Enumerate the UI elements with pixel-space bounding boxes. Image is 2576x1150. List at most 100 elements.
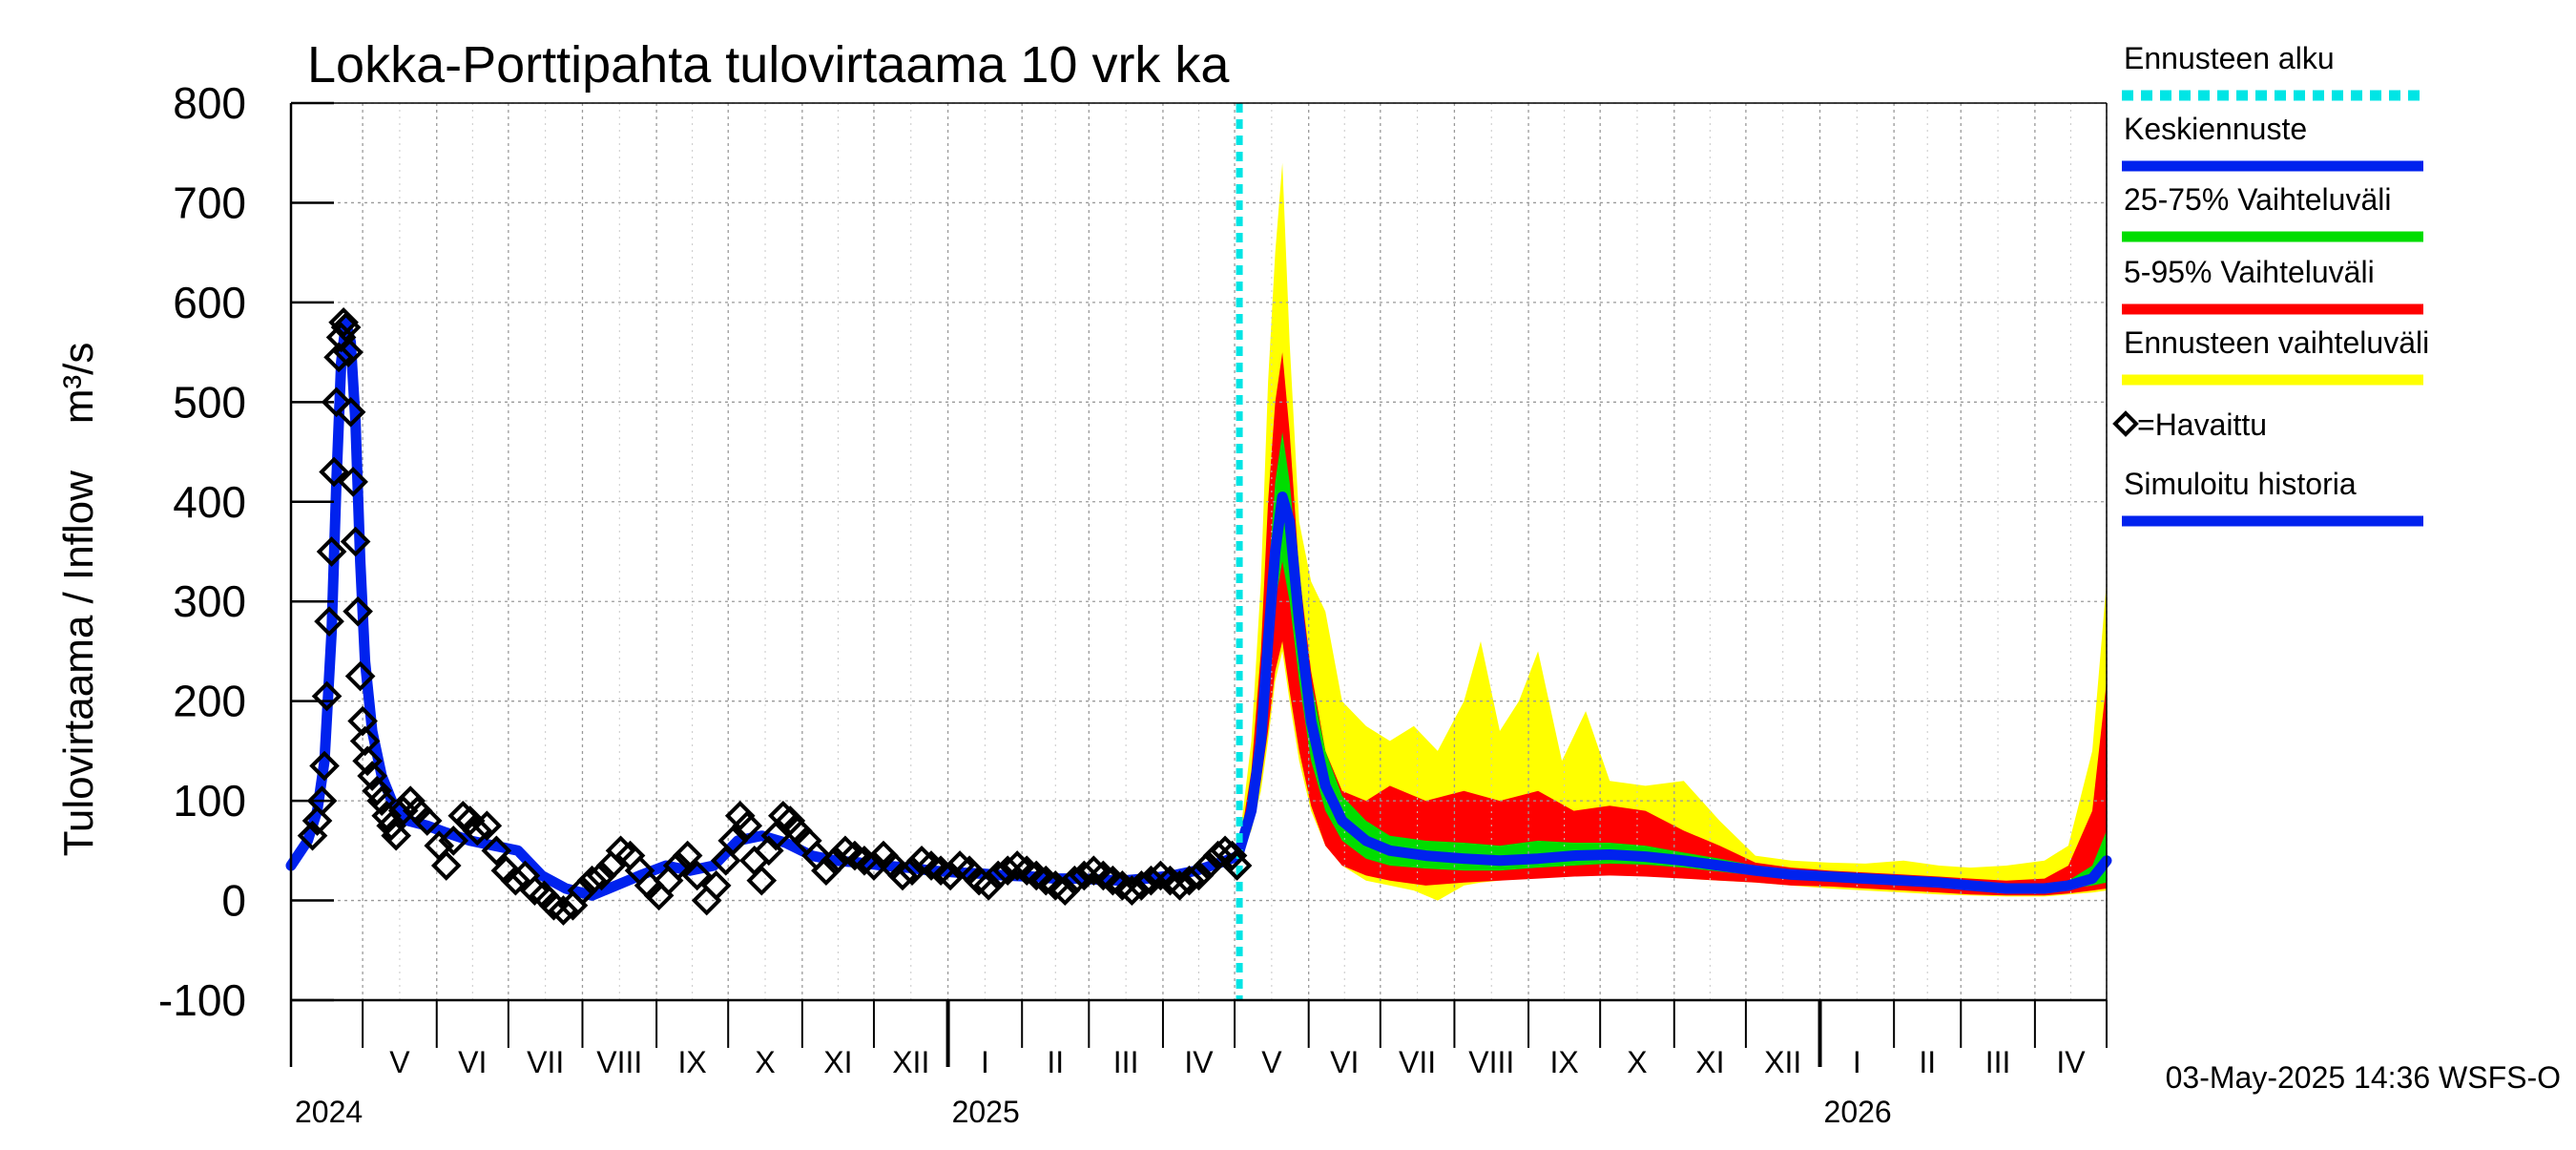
observed-point-63 — [710, 845, 741, 876]
x-month-label: I — [1853, 1045, 1861, 1079]
x-year-label: 2025 — [952, 1095, 1020, 1129]
observed-point-29 — [395, 785, 426, 816]
band-0 — [1239, 162, 2107, 901]
observed-point-62 — [700, 870, 732, 901]
legend-label: Ennusteen vaihteluväli — [2124, 325, 2429, 360]
observed-point-102 — [1059, 865, 1091, 896]
observed-point-59 — [672, 840, 703, 871]
observed-point-41 — [500, 865, 531, 896]
observed-point-31 — [411, 805, 443, 836]
observed-point-25 — [371, 800, 402, 831]
x-month-label: III — [1985, 1045, 2011, 1079]
observed-point-58 — [662, 850, 694, 881]
legend-label: 5-95% Vaihteluväli — [2124, 255, 2375, 289]
observed-point-64 — [717, 826, 749, 856]
observed-point-18 — [344, 660, 376, 692]
observed-point-2 — [306, 785, 338, 816]
series-line-1 — [1234, 491, 2112, 894]
observed-point-109 — [1126, 870, 1157, 901]
legend-label: Ennusteen alku — [2124, 41, 2335, 75]
y-tick-label: 300 — [173, 576, 246, 626]
observed-point-84 — [887, 860, 918, 891]
observed-point-76 — [811, 855, 841, 887]
observed-point-5 — [314, 606, 344, 637]
observed-point-94 — [983, 860, 1013, 891]
observed-point-36 — [454, 805, 486, 836]
observed-point-22 — [357, 761, 387, 791]
observed-point-21 — [352, 745, 383, 777]
x-month-label: XII — [1764, 1045, 1801, 1079]
observed-point-119 — [1216, 840, 1248, 871]
x-month-label: VI — [458, 1045, 487, 1079]
x-year-label: 2024 — [295, 1095, 363, 1129]
observed-point-16 — [340, 526, 371, 557]
observed-point-9 — [323, 342, 354, 373]
axes — [289, 101, 2108, 1067]
x-month-label: X — [1627, 1045, 1647, 1079]
observed-point-27 — [381, 820, 412, 851]
x-month-label: IV — [2056, 1045, 2086, 1079]
y-tick-label: 0 — [221, 876, 246, 926]
observed-point-1 — [301, 805, 333, 836]
observed-markers — [297, 306, 1253, 926]
y-tick-label: -100 — [158, 975, 246, 1025]
legend: Ennusteen alku Keskiennuste 25-75% Vaihtel… — [2112, 41, 2429, 527]
observed-point-46 — [548, 895, 579, 926]
y-tick-label: 200 — [173, 677, 246, 726]
observed-point-65 — [724, 800, 756, 831]
x-month-label: IV — [1184, 1045, 1214, 1079]
observed-point-4 — [311, 680, 343, 712]
legend-marker-observed — [2112, 410, 2139, 437]
legend-label: Keskiennuste — [2124, 112, 2307, 146]
observed-point-34 — [438, 826, 469, 856]
observed-point-14 — [335, 396, 366, 428]
observed-point-66 — [732, 810, 763, 842]
observed-point-37 — [462, 815, 493, 847]
observed-point-24 — [366, 785, 397, 816]
x-month-label: IX — [678, 1045, 707, 1079]
observed-point-6 — [316, 536, 347, 567]
x-month-label: XII — [892, 1045, 929, 1079]
x-month-label: V — [389, 1045, 410, 1079]
observed-point-60 — [681, 860, 713, 891]
observed-point-13 — [333, 337, 364, 367]
x-month-label: VI — [1330, 1045, 1359, 1079]
x-month-label: X — [755, 1045, 775, 1079]
observed-point-113 — [1164, 870, 1195, 901]
observed-point-50 — [586, 860, 617, 891]
legend-label: =Havaittu — [2137, 408, 2267, 442]
x-month-label: III — [1113, 1045, 1139, 1079]
x-month-label: II — [1919, 1045, 1936, 1079]
observed-point-101 — [1049, 875, 1081, 906]
observed-point-15 — [338, 467, 368, 497]
timestamp-label: 03-May-2025 14:36 WSFS-O — [2166, 1060, 2561, 1095]
x-month-label: VII — [527, 1045, 564, 1079]
x-month-label: XI — [1695, 1045, 1724, 1079]
observed-point-3 — [309, 750, 340, 782]
observed-point-48 — [567, 875, 598, 906]
x-month-label: VII — [1399, 1045, 1436, 1079]
observed-point-116 — [1193, 850, 1224, 881]
x-month-label: XI — [823, 1045, 852, 1079]
forecast-bands — [1239, 162, 2107, 901]
y-axis-title: Tulovirtaama / Inflow m³/s — [55, 343, 102, 857]
x-month-label: II — [1047, 1045, 1064, 1079]
x-year-label: 2026 — [1824, 1095, 1892, 1129]
y-tick-label: 500 — [173, 377, 246, 427]
y-tick-label: 400 — [173, 477, 246, 527]
x-month-label: V — [1261, 1045, 1282, 1079]
observed-point-108 — [1116, 875, 1148, 906]
legend-label: Simuloitu historia — [2124, 467, 2357, 501]
observed-point-68 — [746, 865, 778, 896]
observed-point-17 — [343, 596, 373, 627]
observed-point-23 — [362, 775, 392, 806]
observed-point-72 — [775, 805, 806, 836]
y-tick-label: 100 — [173, 776, 246, 826]
series-line-0 — [285, 317, 1245, 901]
y-tick-label: 700 — [173, 178, 246, 227]
x-month-label: I — [981, 1045, 989, 1079]
observed-point-115 — [1183, 860, 1215, 891]
